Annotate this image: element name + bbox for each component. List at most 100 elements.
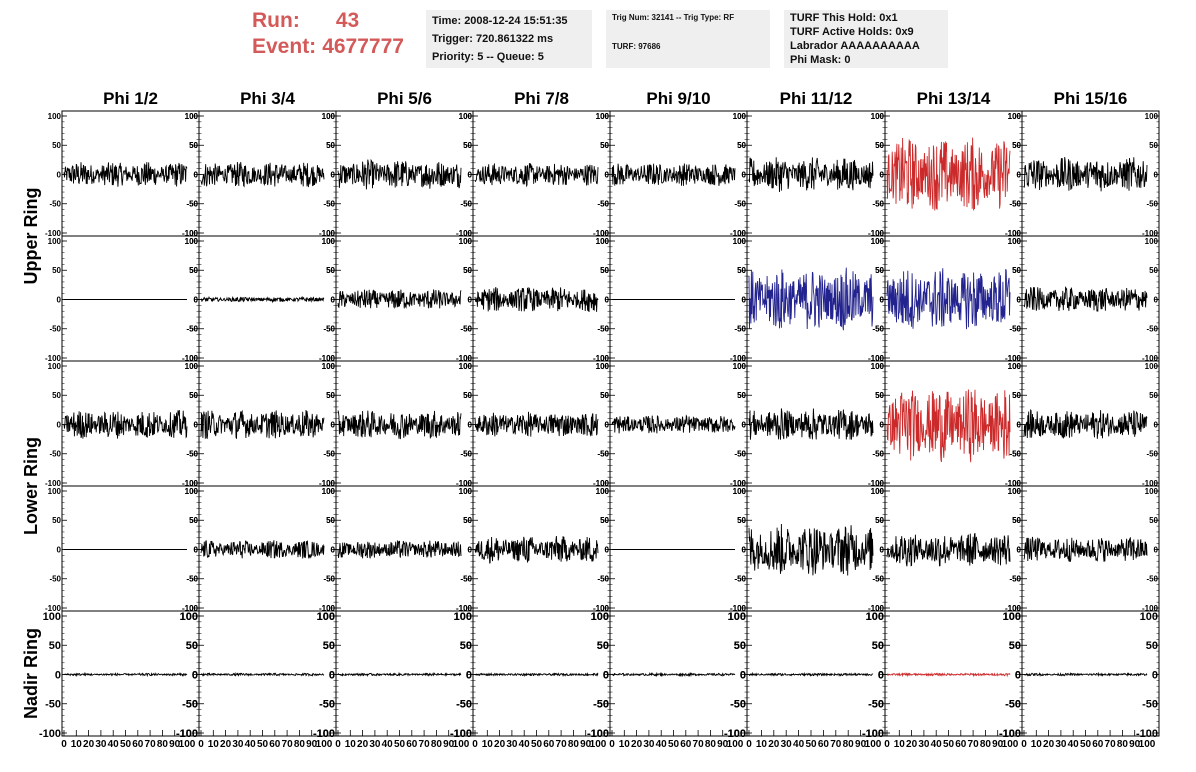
y-tick-label: 50 bbox=[52, 516, 61, 525]
y-tick-label: -100 bbox=[1005, 479, 1022, 488]
y-tick-label: -50 bbox=[872, 575, 884, 584]
x-tick-label: 90 bbox=[443, 739, 455, 750]
y-tick-label: -50 bbox=[872, 450, 884, 459]
y-tick-label: 0 bbox=[468, 170, 473, 179]
y-tick-label: -100 bbox=[868, 479, 885, 488]
y-tick-label: -50 bbox=[1009, 450, 1021, 459]
x-tick-label: 10 bbox=[619, 739, 631, 750]
y-tick-label: 50 bbox=[600, 391, 609, 400]
waveform-trace bbox=[63, 410, 188, 439]
y-tick-label: -50 bbox=[45, 699, 61, 711]
y-tick-label: -50 bbox=[872, 325, 884, 334]
y-tick-label: 50 bbox=[460, 640, 472, 652]
x-tick-label: 100 bbox=[590, 739, 607, 750]
y-tick-label: 100 bbox=[733, 487, 747, 496]
y-tick-label: 50 bbox=[186, 640, 198, 652]
y-tick-label: 0 bbox=[192, 669, 198, 681]
y-tick-label: -100 bbox=[182, 479, 199, 488]
y-tick-label: -100 bbox=[1142, 604, 1159, 613]
y-tick-label: 50 bbox=[189, 141, 198, 150]
x-tick-label: 30 bbox=[232, 739, 244, 750]
y-tick-label: 100 bbox=[48, 487, 62, 496]
run-event-box: Run: 43 Event: 4677777 bbox=[252, 8, 404, 60]
y-tick-label: 50 bbox=[600, 141, 609, 150]
y-tick-label: 100 bbox=[322, 237, 336, 246]
y-tick-label: 50 bbox=[875, 516, 884, 525]
x-tick-label: 20 bbox=[357, 739, 369, 750]
y-tick-label: 50 bbox=[463, 391, 472, 400]
y-tick-label: 0 bbox=[880, 420, 885, 429]
y-tick-label: -100 bbox=[319, 229, 336, 238]
phi-mask-line: Phi Mask: 0 bbox=[790, 54, 851, 66]
y-tick-label: 100 bbox=[317, 611, 335, 623]
y-tick-label: 50 bbox=[1012, 266, 1021, 275]
y-tick-label: 50 bbox=[1146, 640, 1158, 652]
x-tick-label: 60 bbox=[132, 739, 144, 750]
y-tick-label: 0 bbox=[466, 669, 472, 681]
y-tick-label: 100 bbox=[48, 237, 62, 246]
y-tick-label: 50 bbox=[1149, 141, 1158, 150]
y-tick-label: 100 bbox=[728, 611, 746, 623]
y-tick-label: -50 bbox=[1009, 200, 1021, 209]
y-tick-label: -50 bbox=[460, 575, 472, 584]
event-row: Event: 4677777 bbox=[252, 34, 404, 60]
y-tick-label: -100 bbox=[868, 354, 885, 363]
y-tick-label: 50 bbox=[872, 640, 884, 652]
y-tick-label: 100 bbox=[591, 611, 609, 623]
y-tick-label: -100 bbox=[319, 604, 336, 613]
x-tick-label: 10 bbox=[482, 739, 494, 750]
column-title: Phi 15/16 bbox=[1054, 89, 1128, 108]
x-tick-label: 30 bbox=[369, 739, 381, 750]
y-tick-label: -50 bbox=[734, 575, 746, 584]
y-tick-label: -100 bbox=[593, 229, 610, 238]
y-tick-label: 50 bbox=[1012, 516, 1021, 525]
y-tick-label: 100 bbox=[185, 487, 199, 496]
y-tick-label: 0 bbox=[468, 295, 473, 304]
y-tick-label: 50 bbox=[734, 640, 746, 652]
waveform-trace bbox=[886, 137, 1011, 211]
x-tick-label: 70 bbox=[968, 739, 980, 750]
x-tick-label: 40 bbox=[793, 739, 805, 750]
panel-frame bbox=[609, 235, 748, 362]
y-tick-label: 100 bbox=[322, 112, 336, 121]
panel-frame bbox=[61, 485, 200, 612]
x-tick-label: 100 bbox=[316, 739, 333, 750]
waveform-trace bbox=[200, 540, 325, 559]
y-tick-label: 100 bbox=[871, 237, 885, 246]
x-tick-label: 100 bbox=[1002, 739, 1019, 750]
waveform-trace bbox=[337, 410, 462, 440]
y-tick-label: 100 bbox=[185, 112, 199, 121]
y-tick-label: 50 bbox=[323, 640, 335, 652]
y-tick-label: -100 bbox=[182, 604, 199, 613]
y-tick-label: 0 bbox=[1154, 545, 1159, 554]
y-tick-label: -100 bbox=[862, 728, 884, 740]
x-tick-label: 80 bbox=[705, 739, 717, 750]
waveform-trace bbox=[1023, 671, 1148, 678]
y-tick-label: 0 bbox=[466, 669, 472, 681]
y-tick-label: -100 bbox=[1005, 604, 1022, 613]
y-tick-label: -100 bbox=[730, 229, 747, 238]
x-tick-label: 80 bbox=[980, 739, 992, 750]
y-tick-label: -100 bbox=[868, 229, 885, 238]
waveform-trace bbox=[748, 408, 874, 440]
waveform-trace bbox=[886, 389, 1011, 463]
y-tick-label: -100 bbox=[182, 229, 199, 238]
y-tick-label: -50 bbox=[1009, 200, 1021, 209]
y-tick-label: 100 bbox=[180, 611, 198, 623]
y-tick-label: -100 bbox=[1142, 479, 1159, 488]
waveform-trace bbox=[200, 295, 325, 304]
y-tick-label: -50 bbox=[186, 575, 198, 584]
y-tick-label: 100 bbox=[591, 611, 609, 623]
y-tick-label: 0 bbox=[603, 669, 609, 681]
y-tick-label: -100 bbox=[730, 604, 747, 613]
y-tick-label: 50 bbox=[463, 141, 472, 150]
y-tick-label: 50 bbox=[875, 266, 884, 275]
x-tick-label: 50 bbox=[394, 739, 406, 750]
y-tick-label: 50 bbox=[326, 141, 335, 150]
x-tick-label: 50 bbox=[668, 739, 680, 750]
x-tick-label: 0 bbox=[1021, 739, 1027, 750]
y-tick-label: 0 bbox=[192, 669, 198, 681]
y-tick-label: 0 bbox=[194, 170, 199, 179]
y-tick-label: 0 bbox=[1154, 420, 1159, 429]
y-tick-label: -50 bbox=[319, 699, 335, 711]
